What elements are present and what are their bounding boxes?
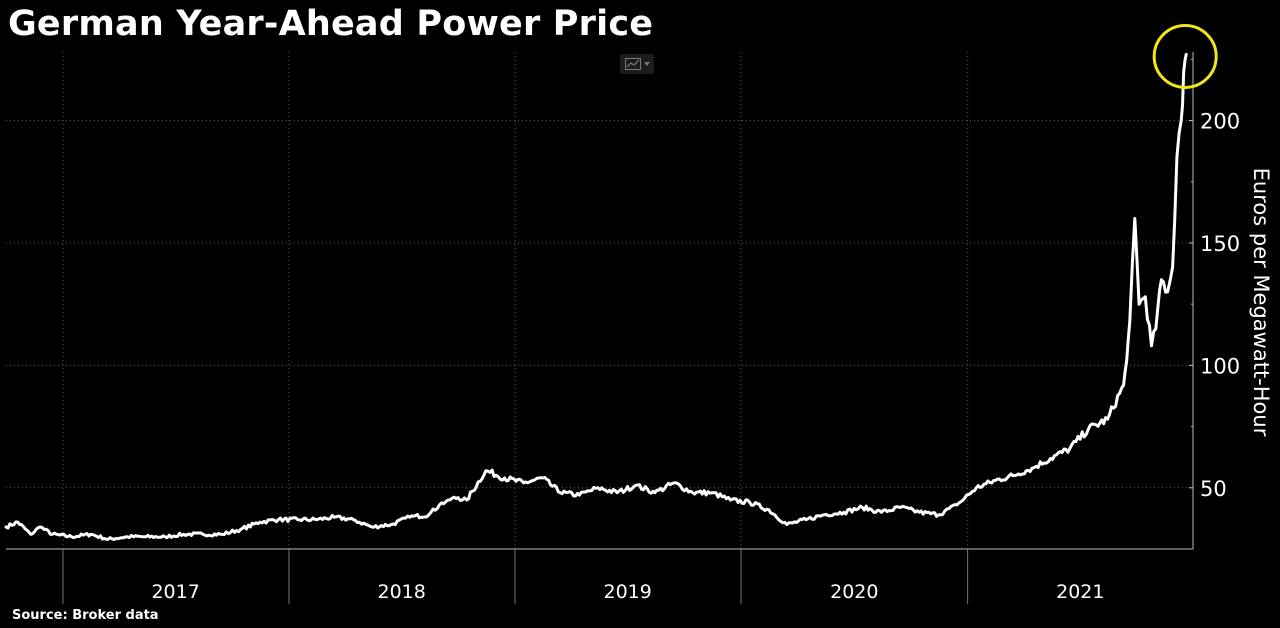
chevron-down-icon bbox=[643, 62, 650, 66]
line-chart-icon bbox=[624, 58, 641, 70]
y-tick-label: 100 bbox=[1200, 354, 1240, 378]
y-tick-label: 200 bbox=[1200, 110, 1240, 134]
peak-highlight-circle bbox=[1152, 23, 1218, 89]
chart-type-selector[interactable] bbox=[620, 54, 654, 74]
x-tick-label: 2020 bbox=[830, 581, 878, 603]
y-axis-label: Euros per Megawatt-Hour bbox=[1249, 167, 1273, 437]
x-tick-label: 2017 bbox=[151, 581, 199, 603]
x-tick-label: 2019 bbox=[603, 581, 651, 603]
x-tick-label: 2018 bbox=[377, 581, 425, 603]
y-tick-label: 50 bbox=[1200, 477, 1227, 501]
source-note: Source: Broker data bbox=[12, 608, 159, 623]
chart-title: German Year-Ahead Power Price bbox=[8, 4, 654, 44]
x-tick-label: 2021 bbox=[1056, 581, 1104, 603]
y-tick-label: 150 bbox=[1200, 232, 1240, 256]
price-series-line bbox=[4, 52, 1188, 541]
